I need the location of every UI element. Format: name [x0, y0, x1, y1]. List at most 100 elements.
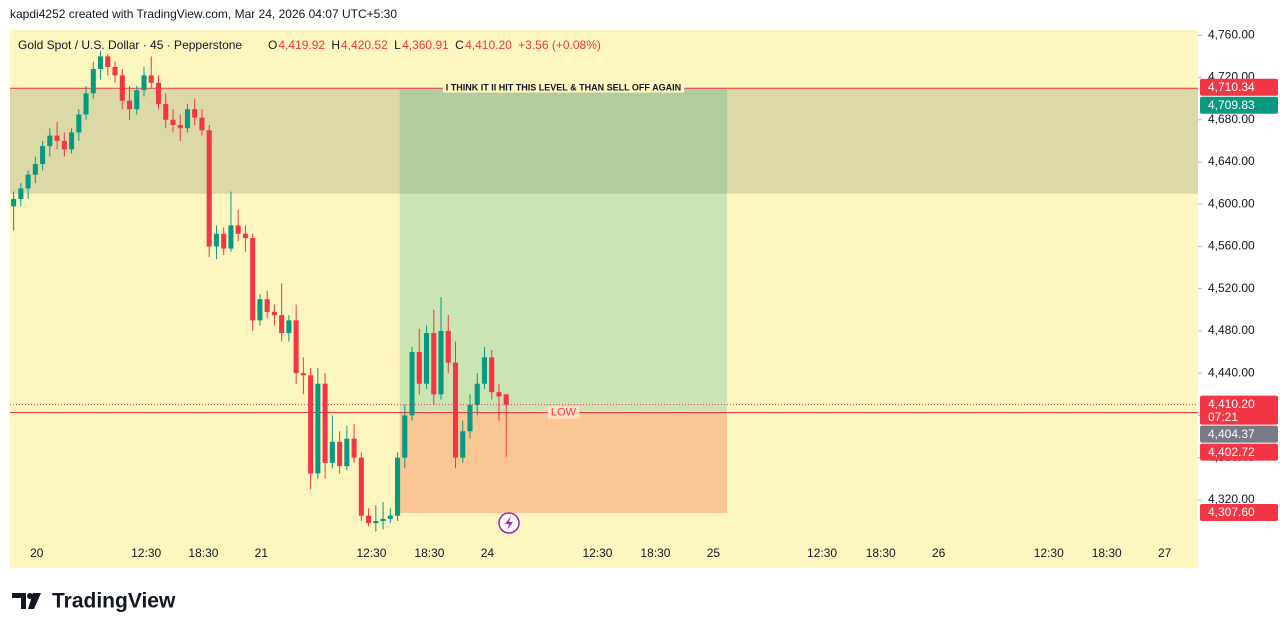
candle-body [76, 114, 82, 133]
candle-body [61, 140, 67, 150]
profit-zone [399, 88, 728, 413]
candle-body [170, 119, 176, 126]
y-tick-label: 4,640.00 [1208, 154, 1255, 168]
candle-body [264, 299, 270, 312]
symbol-title: Gold Spot / U.S. Dollar · 45 · Peppersto… [18, 38, 242, 52]
candle-body [503, 394, 509, 405]
candle-body [358, 457, 364, 516]
candle-body [213, 233, 219, 247]
candle-body [105, 56, 111, 67]
candle-body [337, 441, 343, 467]
price-label-bg [1200, 78, 1278, 96]
price-label: 4,710.34 [1208, 80, 1255, 94]
candle-body [489, 357, 495, 393]
candle-body [69, 132, 75, 150]
candle-body [286, 320, 292, 334]
candle-body [32, 164, 38, 175]
candle-body [380, 518, 386, 521]
candle-body [315, 383, 321, 474]
plot: I THINK IT II HIT THIS LEVEL & THAN SELL… [10, 34, 1202, 532]
candle-body [54, 135, 60, 141]
candle-body [496, 392, 502, 397]
candle-body [221, 233, 227, 249]
candle-body [402, 415, 408, 458]
y-tick-label: 4,440.00 [1208, 365, 1255, 379]
x-tick-label: 18:30 [1092, 546, 1122, 560]
candle-body [423, 333, 430, 384]
x-tick-label: 18:30 [414, 546, 444, 560]
candle-body [206, 130, 212, 247]
candle-body [90, 69, 96, 94]
x-tick-label: 18:30 [640, 546, 670, 560]
candle-body [119, 75, 125, 101]
price-label-bg [1200, 395, 1278, 425]
candle-body [141, 75, 147, 91]
candle-body [366, 515, 372, 524]
candle-body [98, 56, 104, 70]
legend-key: H [331, 38, 340, 52]
logo-dot [27, 593, 33, 599]
y-tick-label: 4,520.00 [1208, 281, 1255, 295]
candle-body [445, 330, 451, 363]
candle-body [257, 299, 263, 321]
candle-body [47, 135, 53, 147]
legend-key: L [394, 38, 401, 52]
x-tick-label: 12:30 [582, 546, 612, 560]
plot-background [10, 30, 1198, 568]
candle-body [25, 174, 31, 189]
legend-change: +3.56 (+0.08%) [518, 38, 601, 52]
y-tick-label: 4,760.00 [1208, 27, 1255, 41]
x-tick-label: 20 [30, 546, 44, 560]
candle-body [431, 333, 437, 395]
candle-body [199, 117, 205, 131]
candle-body [308, 375, 314, 474]
logo-text: TradingView [52, 590, 176, 613]
price-label: 4,307.60 [1208, 505, 1255, 519]
loss-zone [399, 412, 728, 513]
x-tick-label: 18:30 [866, 546, 896, 560]
price-label-bg [1200, 96, 1278, 114]
price-label-bg [1200, 443, 1278, 461]
ohlc-legend: O 4,419.92 H 4,420.52 L 4,360.91 C 4,410.20 +3.5… [268, 38, 601, 52]
y-tick-label: 4,600.00 [1208, 196, 1255, 210]
candle-body [351, 438, 357, 458]
candle-body [148, 75, 154, 83]
candle-body [192, 109, 198, 118]
candle-body [126, 100, 133, 110]
candle-body [163, 103, 169, 120]
legend-value: 4,420.52 [341, 38, 388, 52]
candle-body [373, 520, 379, 524]
legend-value: 4,360.91 [402, 38, 449, 52]
x-tick-label: 12:30 [807, 546, 837, 560]
candle-body [438, 330, 444, 395]
candle-body [387, 515, 393, 519]
y-tick-label: 4,320.00 [1208, 492, 1255, 506]
legend-key: O [268, 38, 277, 52]
candle-body [11, 198, 17, 207]
candle-body [18, 188, 24, 199]
candle-body [395, 457, 401, 516]
candle-body [474, 383, 480, 405]
tradingview-logo: TradingView [12, 590, 176, 613]
y-tick-label: 4,560.00 [1208, 239, 1255, 253]
candle-body [155, 82, 162, 104]
price-label: 4,404.37 [1208, 427, 1255, 441]
price-label: 4,402.72 [1208, 445, 1255, 459]
candle-body [279, 315, 285, 334]
icon-bolt [505, 516, 513, 530]
x-tick-label: 18:30 [188, 546, 218, 560]
candle-body [228, 225, 234, 249]
candle-body [344, 438, 350, 467]
candle-body [293, 320, 299, 374]
x-tick-label: 12:30 [131, 546, 161, 560]
candle-body [416, 352, 422, 384]
candle-body [184, 109, 191, 129]
x-tick-label: 21 [255, 546, 269, 560]
candle-body [40, 146, 46, 165]
lightning-icon[interactable] [498, 512, 520, 534]
line-label: LOW [551, 406, 577, 418]
legend-value: 4,410.20 [465, 38, 512, 52]
line-label-bg [547, 406, 580, 419]
price-label: 4,410.20 [1208, 397, 1255, 411]
